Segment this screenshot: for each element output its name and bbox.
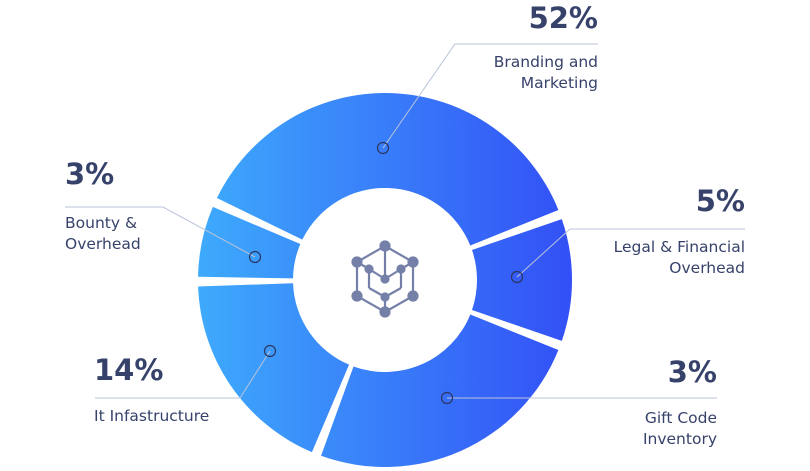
donut-segment-branding [216,92,559,246]
leader-dot-gift-code [440,391,454,405]
leader-dot-legal [510,270,524,284]
category-label-it: It Infastructure [94,406,209,427]
value-label-branding: 52% [528,1,598,35]
value-label-bounty: 3% [65,157,115,191]
leader-line-it [95,350,271,399]
category-label-legal: Legal & Financial Overhead [614,237,745,279]
label-line: Overhead [65,235,141,253]
leader-dot-bounty [248,250,262,264]
leader-line-legal [516,228,745,278]
value-label-legal: 5% [695,184,745,218]
label-line: Branding and [493,53,598,71]
label-line: Overhead [669,259,745,277]
hexagon-network-icon [351,240,419,318]
label-line: Bounty & [65,214,138,232]
value-label-it: 14% [94,353,164,387]
leader-dot-branding [376,141,390,155]
category-label-bounty: Bounty & Overhead [65,213,141,255]
label-line: Gift Code [644,409,717,427]
donut-segment-gift-code [321,314,559,468]
donut-segment-it [198,283,350,453]
label-line: Marketing [520,74,598,92]
donut-segment-bounty [198,206,301,279]
category-label-branding: Branding and Marketing [494,52,598,94]
leader-dot-it [263,344,277,358]
label-line: Inventory [642,430,717,448]
leader-line-bounty [65,206,256,258]
value-label-gift-code: 3% [667,355,717,389]
category-label-gift-code: Gift Code Inventory [643,408,717,450]
leader-line-branding [382,43,598,149]
label-line: Legal & Financial [613,238,745,256]
label-line: It Infastructure [94,407,210,425]
